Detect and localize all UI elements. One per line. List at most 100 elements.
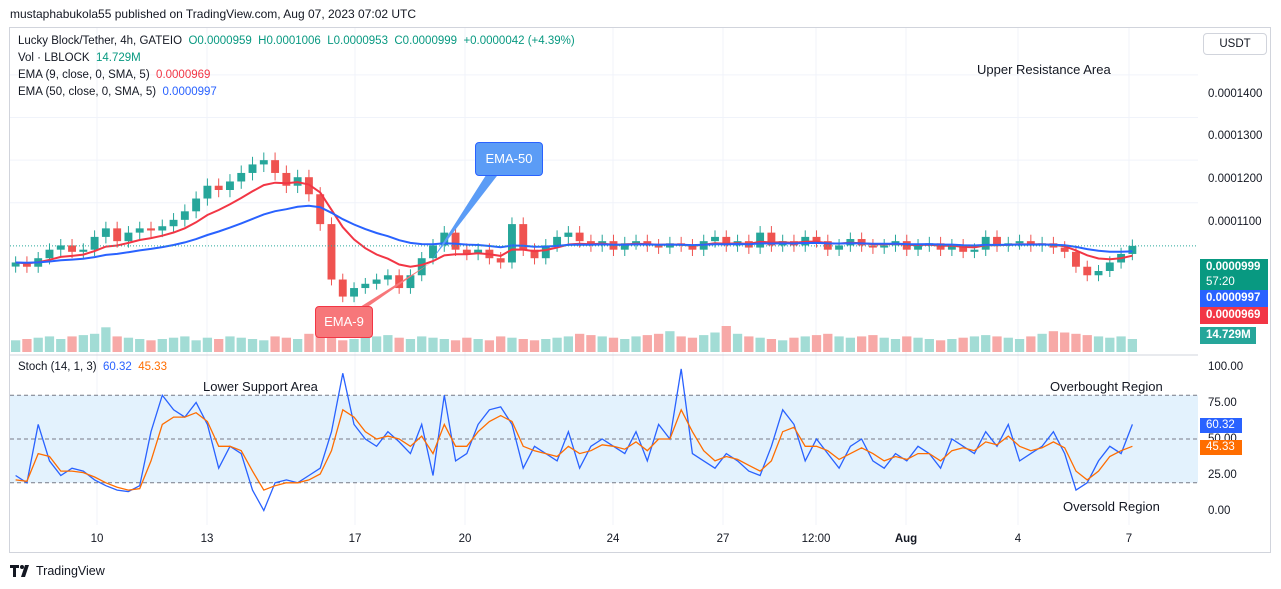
candle-body [1026, 241, 1035, 246]
volume-bar [744, 336, 754, 352]
volume-bar [1003, 337, 1013, 352]
candle-body [417, 258, 426, 276]
stoch-legend[interactable]: Stoch (14, 1, 3) 60.32 45.33 [18, 361, 167, 373]
volume-bar [315, 335, 325, 352]
tradingview-brand: TradingView [36, 564, 105, 578]
y-tick-1400: 0.0001400 [1208, 88, 1263, 100]
low-value: L0.0000953 [327, 35, 388, 47]
stoch-tick-75: 75.00 [1208, 397, 1237, 409]
volume-bar [394, 337, 404, 352]
volume-bar [293, 339, 303, 352]
ema9-legend[interactable]: EMA (9, close, 0, SMA, 5) 0.0000969 [18, 69, 210, 81]
volume-bar [338, 340, 348, 352]
volume-bar [225, 336, 235, 352]
x-tick-17: 17 [348, 533, 362, 545]
volume-bar [676, 336, 686, 352]
volume-bar [563, 336, 573, 352]
ema50-legend[interactable]: EMA (50, close, 0, SMA, 5) 0.0000997 [18, 86, 217, 98]
volume-bar [202, 337, 213, 352]
stoch-label: Stoch (14, 1, 3) [18, 361, 97, 373]
ema9-callout: EMA-9 [315, 306, 373, 338]
volume-bar [597, 336, 607, 352]
volume-bar [575, 333, 585, 352]
volume-bar [123, 337, 134, 352]
volume-bar [890, 339, 901, 352]
x-tick-24: 24 [606, 533, 620, 545]
candle-body [711, 236, 719, 242]
volume-bar [450, 340, 461, 352]
volume-bar [1116, 336, 1126, 352]
volume-bar [687, 337, 698, 352]
ema50-value: 0.0000997 [162, 86, 217, 98]
volume-bar [868, 335, 878, 352]
volume-bar [180, 336, 190, 352]
candle-body [237, 172, 246, 182]
candle-body [113, 228, 122, 242]
volume-bar [958, 337, 968, 352]
candle-body [981, 236, 990, 250]
candle-body [350, 288, 358, 297]
candle-body [620, 243, 629, 250]
close-value: C0.0000999 [394, 35, 458, 47]
candle-body [947, 245, 956, 250]
candle-body [259, 160, 268, 165]
candle-body [914, 245, 922, 250]
volume-bar [992, 336, 1002, 352]
ema9-price-tag: 0.0000969 [1200, 307, 1268, 324]
volume-bar [191, 340, 201, 352]
volume-bar [710, 332, 720, 352]
x-tick-7: 7 [1125, 533, 1133, 545]
volume-bar [766, 339, 777, 352]
volume-bar [462, 337, 472, 352]
candle-body [812, 236, 821, 242]
candle-body [823, 241, 832, 250]
volume-bar [845, 337, 855, 352]
volume-bar [721, 326, 731, 352]
volume-bar [913, 337, 923, 352]
candle-body [395, 275, 404, 289]
candle-body [553, 236, 562, 246]
oversold-label: Oversold Region [1063, 499, 1160, 514]
symbol-legend[interactable]: Lucky Block/Tether, 4h, GATEIO O0.000095… [18, 35, 575, 47]
candle-body [880, 245, 889, 248]
ema50-line [15, 204, 1133, 264]
tradingview-logo[interactable]: TradingView [10, 564, 105, 578]
ema9-callout-pointer [352, 262, 432, 312]
volume-bar [168, 337, 179, 352]
volume-bar [405, 339, 416, 352]
candle-body [158, 226, 167, 231]
currency-unit-button[interactable]: USDT [1203, 33, 1267, 55]
candle-body [632, 241, 640, 244]
candle-body [722, 236, 731, 246]
candle-body [462, 249, 471, 254]
volume-bar [259, 340, 269, 352]
volume-bar [439, 339, 449, 352]
candle-body [756, 232, 765, 248]
candle-body [474, 249, 483, 254]
candle-body [361, 283, 370, 289]
y-tick-1100: 0.0001100 [1208, 216, 1262, 228]
change-value: +0.0000042 (+4.39%) [463, 35, 575, 47]
volume-bar [620, 339, 630, 352]
candle-body [959, 245, 968, 252]
volume-bar [1071, 333, 1081, 352]
candle-body [1072, 251, 1080, 267]
volume-bar [699, 335, 709, 352]
volume-tag: 14.729M [1200, 327, 1256, 344]
x-tick-4: 4 [1014, 533, 1022, 545]
ema9-label: EMA (9, close, 0, SMA, 5) [18, 69, 150, 81]
stoch-d-line [15, 408, 1133, 491]
volume-bar [214, 339, 224, 352]
volume-bar [586, 335, 596, 352]
last-price-tag: 0.0000999 [1200, 259, 1268, 276]
candle-body [226, 181, 234, 190]
volume-bar [1026, 336, 1036, 352]
ema9-line [15, 181, 1133, 268]
ema50-price-tag: 0.0000997 [1200, 290, 1268, 307]
candle-body [1083, 266, 1092, 276]
volume-bar [281, 337, 291, 352]
ema50-callout-pointer [432, 172, 500, 260]
volume-bar [157, 339, 167, 352]
volume-legend[interactable]: Vol · LBLOCK 14.729M [18, 52, 141, 64]
